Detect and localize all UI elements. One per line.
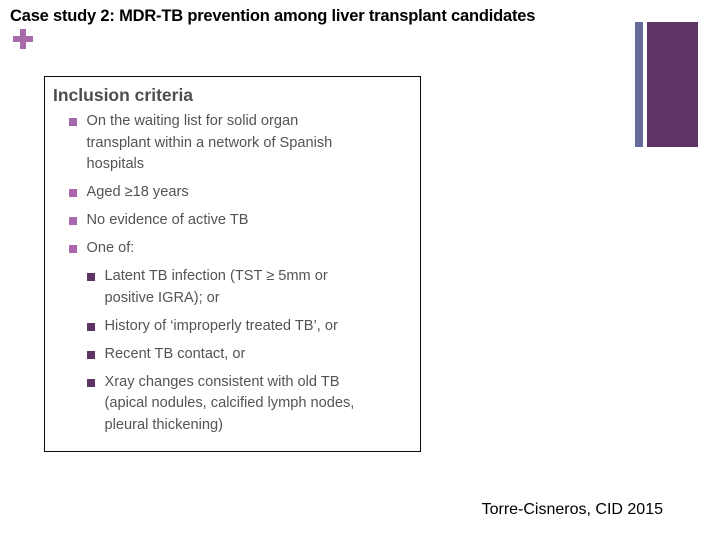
list-item: Latent TB infection (TST ≥ 5mm or positi… (86, 266, 413, 309)
bullet-square-icon (68, 118, 77, 126)
list-item-text: No evidence of active TB (86, 212, 249, 228)
list-item-text: One of: (86, 240, 135, 256)
list-item: On the waiting list for solid organ tran… (68, 111, 413, 176)
box-heading: Inclusion criteria (53, 85, 194, 105)
bullet-square-icon (68, 245, 77, 253)
list-item-text: Latent TB infection (TST ≥ 5mm or positi… (104, 268, 328, 306)
accent-bar-thick (647, 22, 698, 147)
list-item-text: Xray changes consistent with old TB (api… (104, 373, 355, 433)
plus-icon (13, 29, 33, 49)
plus-icon-vertical-bar (20, 29, 26, 49)
bullet-square-icon (86, 322, 95, 331)
list-item-text: History of ‘improperly treated TB’, or (104, 317, 338, 334)
list-item: Recent TB contact, or (86, 344, 413, 366)
list-item: No evidence of active TB (68, 210, 413, 232)
list-item: Xray changes consistent with old TB (api… (86, 372, 413, 437)
bullet-square-icon (86, 273, 95, 281)
accent-bar-thin (635, 22, 643, 147)
list-item-text: Aged ≥18 years (86, 184, 189, 200)
bullet-square-icon (68, 189, 77, 197)
list-item: Aged ≥18 years (68, 182, 413, 204)
bullet-square-icon (86, 350, 95, 359)
list-item-text: Recent TB contact, or (104, 345, 246, 362)
list-item-text: On the waiting list for solid organ tran… (86, 113, 333, 172)
list-item: One of: (68, 238, 413, 260)
bullet-square-icon (86, 378, 95, 387)
slide-title: Case study 2: MDR-TB prevention among li… (10, 7, 536, 25)
criteria-list: On the waiting list for solid organ tran… (53, 111, 412, 436)
list-item: History of ‘improperly treated TB’, or (86, 316, 413, 338)
bullet-square-icon (68, 217, 77, 225)
inclusion-criteria-box: Inclusion criteria On the waiting list f… (44, 76, 421, 452)
citation: Torre-Cisneros, CID 2015 (481, 501, 663, 518)
